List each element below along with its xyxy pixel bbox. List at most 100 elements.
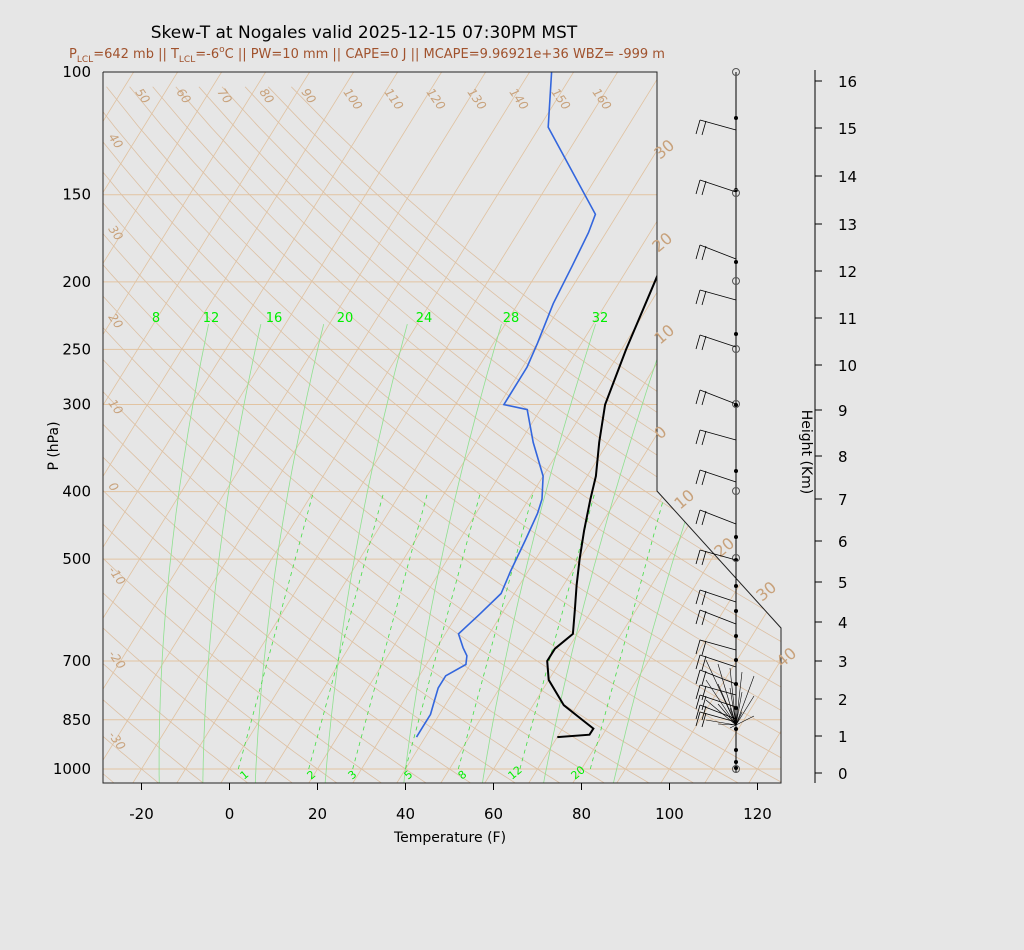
pressure-tick-label: 500 (62, 550, 91, 568)
isotherm-right-label: 10 (650, 320, 678, 348)
dry-adiabat (103, 86, 250, 783)
dry-adiabat (103, 86, 473, 783)
height-tick-label: 4 (838, 614, 848, 632)
dry-adiabat (291, 86, 781, 783)
dry-adiabat (103, 86, 781, 783)
height-tick-label: 11 (838, 310, 857, 328)
wind-barb-flag (701, 470, 707, 486)
isotherm-line (960, 40, 1024, 798)
wind-barb-staff (705, 679, 737, 726)
calm-wind-circle (732, 345, 740, 353)
wind-level-dot (734, 634, 738, 638)
height-tick-label: 13 (838, 216, 857, 234)
wind-barb-flag (695, 654, 701, 670)
wind-barb-flag (701, 610, 707, 626)
lcl-p-value: =642 mb || (93, 47, 171, 62)
wind-barb-flag (701, 655, 707, 671)
wind-barb-staff (699, 289, 737, 301)
isotherm-top-label: 150 (549, 86, 574, 113)
dry-adiabat (175, 86, 781, 783)
height-tick-label: 9 (838, 402, 848, 420)
wind-level-dot (734, 748, 738, 752)
wind-barb-flag (695, 119, 701, 135)
height-tick-label: 5 (838, 574, 848, 592)
isotherm-line (872, 40, 1024, 798)
wind-barb-flag (701, 550, 707, 566)
isotherm-line (255, 72, 726, 783)
isotherm-left-label: -10 (106, 564, 129, 588)
mixing-ratio-bottom-label: 12 (506, 763, 525, 782)
wind-barb-flag (701, 685, 707, 701)
wind-level-dot (734, 766, 738, 770)
calm-wind-circle (732, 554, 740, 562)
mixing-ratio-top-label: 8 (152, 311, 160, 326)
pressure-tick-label: 700 (62, 652, 91, 670)
isotherm-top-label: 90 (299, 86, 319, 107)
pressure-tick-label: 150 (62, 186, 91, 204)
mixing-ratio-line (589, 491, 666, 770)
wind-barb-flag (695, 669, 701, 685)
height-tick-label: 16 (838, 73, 857, 91)
moist-adiabat (324, 323, 408, 783)
dry-adiabat (244, 86, 781, 783)
isotherm-left-label: -20 (106, 648, 129, 672)
wind-barb-staff (705, 699, 737, 726)
wind-level-dot (734, 609, 738, 613)
isotherm-line (103, 72, 110, 783)
dry-adiabat (103, 86, 562, 783)
calm-wind-circle (732, 487, 740, 495)
moist-adiabat (202, 324, 262, 783)
mixing-ratio-bottom-label: 8 (456, 768, 470, 782)
isotherm-line (1004, 40, 1024, 798)
height-tick-label: 15 (838, 120, 857, 138)
isotherm-left-label: -30 (106, 729, 129, 753)
mixing-ratio-line (457, 491, 534, 770)
temperature-tick-label: 60 (484, 805, 503, 823)
dry-adiabat (198, 86, 781, 783)
dry-adiabat (103, 86, 740, 783)
isotherm-line (103, 72, 374, 783)
subtitle-rest: C || PW=10 mm || CAPE=0 J || MCAPE=9.969… (225, 47, 665, 62)
mixing-ratio-top-label: 28 (503, 311, 520, 326)
dry-adiabat (152, 86, 781, 783)
mixing-ratio-bottom-label: 2 (305, 768, 319, 782)
isotherm-right-label: 30 (650, 135, 678, 163)
wind-barb-flag (695, 244, 701, 260)
wind-barb-staff (717, 723, 737, 726)
dry-adiabat (103, 86, 294, 783)
dry-adiabat (103, 86, 383, 783)
isotherm-line (103, 72, 550, 783)
pressure-tick-label: 1000 (53, 760, 91, 778)
background-grid (103, 40, 1024, 798)
height-tick-label: 10 (838, 357, 857, 375)
wind-level-dot (734, 116, 738, 120)
isotherm-line (651, 72, 781, 783)
dry-adiabat (103, 86, 339, 783)
mixing-ratio-top-label: 20 (337, 311, 354, 326)
height-tick-label: 8 (838, 448, 848, 466)
lcl-t-label: T (170, 47, 179, 62)
isotherm-top-label: 60 (174, 86, 194, 107)
dry-adiabat (221, 86, 781, 783)
pressure-tick-label: 400 (62, 483, 91, 501)
dry-adiabat (103, 86, 781, 783)
mixing-ratio-top-label: 12 (203, 311, 220, 326)
height-tick-label: 7 (838, 491, 848, 509)
wind-barb-flag (701, 120, 707, 136)
isotherm-right-label: 10 (670, 485, 698, 513)
isotherm-top-label: 50 (133, 86, 153, 107)
wind-barb-staff (717, 703, 737, 726)
pressure-tick-label: 100 (62, 63, 91, 81)
height-tick-label: 2 (838, 691, 848, 709)
mixing-ratio-bottom-label: 1 (238, 768, 252, 782)
temperature-profile (546, 72, 725, 739)
isotherm-line (103, 72, 418, 783)
wind-level-dot (734, 727, 738, 731)
isotherm-line (695, 72, 781, 783)
height-tick-label: 12 (838, 263, 857, 281)
wind-barb-flag (695, 589, 701, 605)
temperature-tick-label: 0 (225, 805, 235, 823)
wind-barb-staff (735, 671, 743, 726)
calm-wind-circle (732, 189, 740, 197)
